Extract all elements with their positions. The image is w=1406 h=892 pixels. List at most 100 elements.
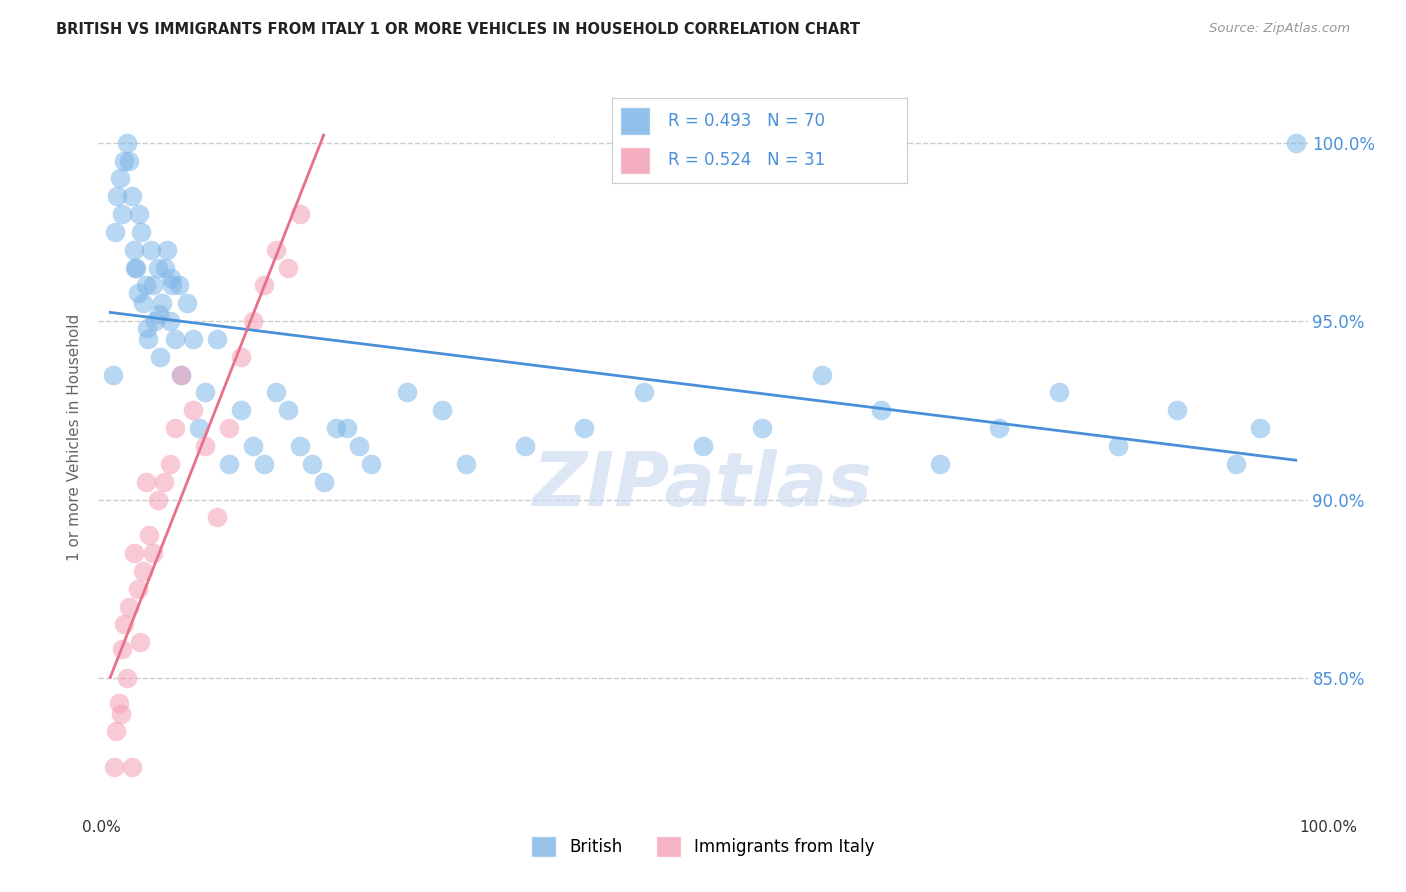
Point: [218, 421, 240, 435]
Text: 100.0%: 100.0%: [1299, 821, 1358, 835]
Point: [1249, 421, 1271, 435]
Point: [127, 285, 149, 300]
Point: [810, 368, 832, 382]
Point: [115, 136, 138, 150]
Point: [929, 457, 952, 471]
Point: [138, 528, 160, 542]
Point: [159, 271, 181, 285]
Point: [118, 599, 141, 614]
Point: [139, 243, 162, 257]
Point: [347, 439, 370, 453]
Point: [121, 189, 143, 203]
Point: [114, 153, 136, 168]
Point: [159, 314, 181, 328]
Point: [1166, 403, 1188, 417]
Point: [129, 225, 152, 239]
FancyBboxPatch shape: [620, 147, 650, 175]
Point: [136, 321, 159, 335]
Point: [312, 475, 335, 489]
Point: [121, 760, 143, 774]
Text: R = 0.493   N = 70: R = 0.493 N = 70: [668, 112, 825, 130]
Point: [170, 368, 193, 382]
Point: [135, 475, 157, 489]
Point: [127, 582, 149, 596]
Point: [146, 260, 169, 275]
Text: ZIPatlas: ZIPatlas: [533, 450, 873, 523]
Point: [188, 421, 211, 435]
Point: [101, 368, 124, 382]
Point: [253, 278, 276, 293]
Point: [1285, 136, 1308, 150]
Point: [132, 564, 155, 578]
Point: [142, 546, 165, 560]
Point: [105, 189, 128, 203]
Point: [264, 385, 287, 400]
Point: [229, 350, 252, 364]
Point: [229, 403, 252, 417]
Point: [242, 439, 264, 453]
Point: [156, 243, 179, 257]
Point: [360, 457, 382, 471]
Point: [242, 314, 264, 328]
Point: [277, 403, 299, 417]
Point: [105, 724, 128, 739]
Point: [205, 510, 228, 524]
Point: [160, 278, 183, 293]
Point: [336, 421, 359, 435]
Point: [122, 546, 145, 560]
FancyBboxPatch shape: [620, 107, 650, 135]
Point: [107, 696, 129, 710]
Point: [1225, 457, 1247, 471]
Text: 0.0%: 0.0%: [82, 821, 121, 835]
Point: [181, 332, 204, 346]
Point: [264, 243, 287, 257]
Point: [165, 332, 187, 346]
Point: [218, 457, 240, 471]
Point: [253, 457, 276, 471]
Point: [124, 260, 146, 275]
Point: [143, 314, 166, 328]
Text: BRITISH VS IMMIGRANTS FROM ITALY 1 OR MORE VEHICLES IN HOUSEHOLD CORRELATION CHA: BRITISH VS IMMIGRANTS FROM ITALY 1 OR MO…: [56, 22, 860, 37]
Point: [395, 385, 418, 400]
Point: [288, 207, 311, 221]
Point: [136, 332, 159, 346]
Point: [988, 421, 1011, 435]
Point: [869, 403, 891, 417]
Point: [515, 439, 537, 453]
Point: [159, 457, 181, 471]
Point: [432, 403, 454, 417]
Point: [142, 278, 165, 293]
Point: [277, 260, 299, 275]
Point: [574, 421, 596, 435]
Point: [194, 385, 217, 400]
Point: [152, 475, 174, 489]
Point: [325, 421, 347, 435]
Point: [194, 439, 217, 453]
Point: [128, 207, 150, 221]
Point: [108, 171, 131, 186]
Point: [633, 385, 655, 400]
Point: [454, 457, 477, 471]
Point: [110, 706, 132, 721]
Point: [149, 350, 172, 364]
Point: [152, 296, 174, 310]
Y-axis label: 1 or more Vehicles in Household: 1 or more Vehicles in Household: [67, 313, 83, 561]
Point: [148, 307, 170, 321]
Point: [125, 260, 148, 275]
Point: [751, 421, 773, 435]
Point: [205, 332, 228, 346]
Point: [181, 403, 204, 417]
Point: [692, 439, 714, 453]
Legend: British, Immigrants from Italy: British, Immigrants from Italy: [531, 837, 875, 856]
Point: [114, 617, 136, 632]
Point: [146, 492, 169, 507]
Point: [1047, 385, 1070, 400]
Point: [118, 153, 141, 168]
Point: [301, 457, 323, 471]
Point: [122, 243, 145, 257]
Point: [288, 439, 311, 453]
Point: [132, 296, 155, 310]
Point: [135, 278, 157, 293]
Point: [176, 296, 198, 310]
Point: [111, 642, 134, 657]
